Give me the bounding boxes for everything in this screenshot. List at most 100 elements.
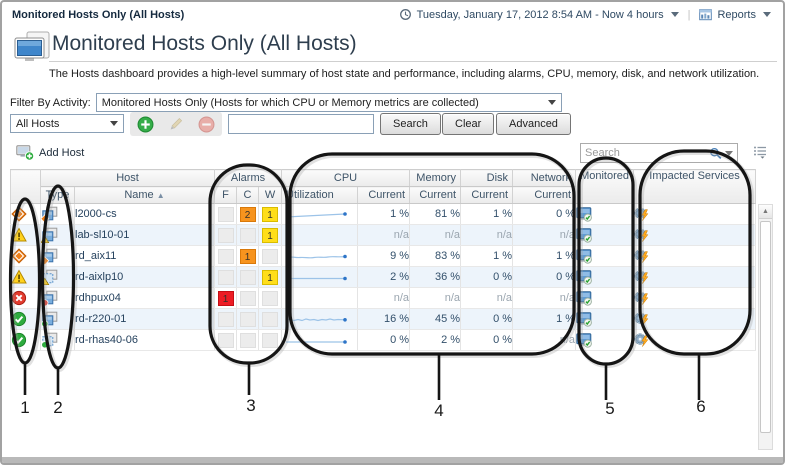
memory-current-value: 45 % <box>409 308 462 330</box>
table-row[interactable]: rd-rhas40-06 0 % 2 % 0 % n/a <box>10 329 757 351</box>
impacted-services-icon[interactable] <box>633 245 757 267</box>
monitored-icon[interactable] <box>575 266 635 288</box>
disk-current-value: 1 % <box>460 245 514 267</box>
impacted-services-icon[interactable] <box>633 329 757 351</box>
network-current-value: n/a <box>512 224 577 246</box>
network-current-value: 0 % <box>512 266 577 288</box>
cpu-sparkline <box>281 308 359 330</box>
memory-group-header[interactable]: Memory <box>409 169 462 187</box>
critical-column-header[interactable]: C <box>236 186 259 204</box>
impacted-services-icon[interactable] <box>633 287 757 309</box>
advanced-button[interactable]: Advanced <box>496 113 571 135</box>
search-options-caret-icon[interactable] <box>725 150 733 156</box>
search-button[interactable]: Search <box>380 113 441 135</box>
cpu-group-header[interactable]: CPU <box>281 169 411 187</box>
scroll-up-button[interactable]: ▲ <box>759 205 772 219</box>
edit-list-button[interactable] <box>168 117 183 132</box>
severity-column-header[interactable] <box>10 169 41 204</box>
filter-by-activity-dropdown[interactable]: Monitored Hosts Only (Hosts for which CP… <box>95 93 562 112</box>
warning-column-header[interactable]: W <box>258 186 283 204</box>
alarm-f-cell <box>214 266 237 288</box>
disk-current-value: 0 % <box>460 266 514 288</box>
disk-current-value: n/a <box>460 224 514 246</box>
host-name[interactable]: l2000-cs <box>74 203 215 225</box>
callout-2-label: 2 <box>53 398 62 417</box>
topbar-divider: | <box>687 8 691 21</box>
utilization-column-header[interactable]: Utilization <box>281 186 359 204</box>
impacted-services-icon[interactable] <box>633 308 757 330</box>
network-current-column-header[interactable]: Current <box>512 186 577 204</box>
vertical-scrollbar[interactable]: ▲ <box>758 204 773 450</box>
disk-current-column-header[interactable]: Current <box>460 186 514 204</box>
memory-current-column-header[interactable]: Current <box>409 186 462 204</box>
host-name[interactable]: rdhpux04 <box>74 287 215 309</box>
impacted-services-icon[interactable] <box>633 224 757 246</box>
host-filter-input[interactable] <box>228 114 374 134</box>
severity-icon <box>10 287 41 309</box>
remove-list-button[interactable] <box>198 116 215 133</box>
disk-current-value: n/a <box>460 287 514 309</box>
name-column-header[interactable]: Name ▲ <box>74 186 215 204</box>
scrollbar-thumb[interactable] <box>760 221 771 433</box>
add-host-label: Add Host <box>39 147 85 159</box>
table-row[interactable]: l2000-cs 2 1 1 % 81 % 1 % 0 % <box>10 203 757 225</box>
table-search-input[interactable] <box>585 147 709 159</box>
monitored-icon[interactable] <box>575 329 635 351</box>
type-column-header[interactable]: Type <box>40 186 75 204</box>
hosts-table: Host Alarms CPU Memory Disk Network Moni… <box>10 169 757 351</box>
add-host-icon <box>16 145 35 161</box>
table-row[interactable]: lab-sl10-01 1 n/a n/a n/a n/a <box>10 224 757 246</box>
scope-dropdown[interactable]: All Hosts <box>10 114 124 133</box>
host-name[interactable]: rd_aix11 <box>74 245 215 267</box>
time-range-caret-icon[interactable] <box>670 12 679 17</box>
disk-group-header[interactable]: Disk <box>460 169 514 187</box>
customize-columns-icon[interactable] <box>753 145 768 159</box>
table-row[interactable]: rd-aixlp10 1 2 % 36 % 0 % 0 % <box>10 266 757 288</box>
filter-by-activity-row: Filter By Activity: Monitored Hosts Only… <box>10 93 562 112</box>
cpu-current-value: 16 % <box>357 308 411 330</box>
memory-current-value: 81 % <box>409 203 462 225</box>
reports-label[interactable]: Reports <box>717 8 756 21</box>
page-description: The Hosts dashboard provides a high-leve… <box>49 68 760 80</box>
alarms-group-header[interactable]: Alarms <box>214 169 283 187</box>
reports-caret-icon[interactable] <box>763 12 771 17</box>
impacted-services-column-header[interactable]: Impacted Services <box>633 169 757 204</box>
host-type-icon <box>40 266 75 288</box>
monitored-icon[interactable] <box>575 224 635 246</box>
time-range-label[interactable]: Tuesday, January 17, 2012 8:54 AM - Now … <box>416 8 664 21</box>
impacted-services-icon[interactable] <box>633 266 757 288</box>
disk-current-value: 0 % <box>460 329 514 351</box>
host-name[interactable]: rd-r220-01 <box>74 308 215 330</box>
add-list-button[interactable] <box>137 116 154 133</box>
table-row[interactable]: rd-r220-01 16 % 45 % 0 % 1 % <box>10 308 757 330</box>
alarm-c-cell <box>236 329 259 351</box>
monitored-icon[interactable] <box>575 203 635 225</box>
host-group-header[interactable]: Host <box>40 169 215 187</box>
monitored-icon[interactable] <box>575 308 635 330</box>
disk-current-value: 1 % <box>460 203 514 225</box>
impacted-services-icon[interactable] <box>633 203 757 225</box>
host-type-icon <box>40 203 75 225</box>
clear-button[interactable]: Clear <box>442 113 495 135</box>
host-name[interactable]: rd-aixlp10 <box>74 266 215 288</box>
add-host-button[interactable]: Add Host <box>16 145 84 161</box>
cpu-current-column-header[interactable]: Current <box>357 186 411 204</box>
host-type-icon <box>40 287 75 309</box>
monitored-column-header[interactable]: Monitored <box>575 169 635 204</box>
monitored-icon[interactable] <box>575 245 635 267</box>
filter-dropdown-caret-icon <box>547 100 556 105</box>
alarm-w-cell <box>258 245 283 267</box>
host-name[interactable]: rd-rhas40-06 <box>74 329 215 351</box>
table-row[interactable]: rdhpux04 1 n/a n/a n/a n/a <box>10 287 757 309</box>
monitored-icon[interactable] <box>575 287 635 309</box>
table-row[interactable]: rd_aix11 1 9 % 83 % 1 % 1 % <box>10 245 757 267</box>
topbar-right: Tuesday, January 17, 2012 8:54 AM - Now … <box>399 8 771 21</box>
fatal-column-header[interactable]: F <box>214 186 237 204</box>
dashboard-icon <box>14 31 52 63</box>
network-current-value: 0 % <box>512 203 577 225</box>
breadcrumb[interactable]: Monitored Hosts Only (All Hosts) <box>12 9 185 21</box>
search-magnifier-icon[interactable] <box>709 147 723 160</box>
cpu-current-value: n/a <box>357 224 411 246</box>
network-group-header[interactable]: Network <box>512 169 577 187</box>
host-name[interactable]: lab-sl10-01 <box>74 224 215 246</box>
